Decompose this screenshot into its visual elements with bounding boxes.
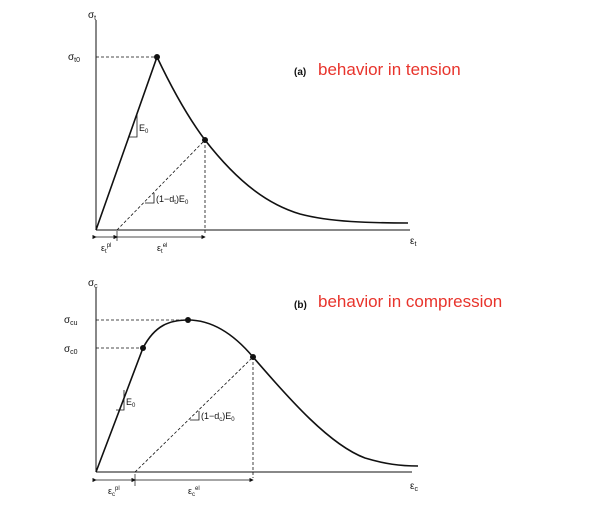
panel-a-peak-stress-label: σt0 <box>68 52 80 64</box>
panel-b-x-axis-label: εc <box>410 481 418 493</box>
panel-b-compression: σc εc σcu σc0 E0 (1−dc)E0 <box>64 278 418 498</box>
panel-a-elastic-strain-label: εtel <box>157 243 167 255</box>
panel-a-modulus-label: E0 <box>139 123 149 135</box>
panel-b-modulus-label: E0 <box>126 397 136 409</box>
panel-b-tag: (b) <box>294 300 307 311</box>
panel-b-damaged-modulus-label: (1−dc)E0 <box>201 411 235 423</box>
panel-a-stress-strain-curve <box>95 54 409 231</box>
panel-a-plastic-strain-label: εtpl <box>101 243 111 255</box>
panel-b-annotation: behavior in compression <box>318 292 503 311</box>
panel-b-peak-point <box>185 317 191 323</box>
panel-b-initial-stress-label: σc0 <box>64 344 78 356</box>
panel-b-modulus-triangle <box>116 390 125 411</box>
panel-a-annotation: behavior in tension <box>318 60 461 79</box>
panel-b-y-axis-label: σc <box>88 278 98 290</box>
panel-b-plastic-strain-label: εcpl <box>108 486 120 498</box>
panel-b-initial-point <box>140 345 146 351</box>
panel-a-tag: (a) <box>294 67 307 78</box>
panel-b-peak-stress-label: σcu <box>64 315 78 327</box>
panel-b-elastic-strain-label: εcel <box>188 486 200 498</box>
panel-a-y-axis-label: σt <box>88 10 96 22</box>
panel-a-peak-point <box>154 54 160 60</box>
panel-a-tension: σt εt σt0 E0 (1−dt)E0 εtpl <box>68 10 416 255</box>
panel-b-stress-strain-curve <box>95 319 419 473</box>
panel-b-damaged-modulus-triangle <box>190 411 200 421</box>
panel-a-damaged-modulus-triangle <box>145 193 155 204</box>
panel-a-x-axis-label: εt <box>410 236 416 248</box>
panel-a-modulus-triangle <box>129 115 138 138</box>
panel-b-unloading-line <box>134 356 254 473</box>
panel-a-damaged-modulus-label: (1−dt)E0 <box>156 194 189 206</box>
panel-a-unloading-line <box>116 139 206 231</box>
